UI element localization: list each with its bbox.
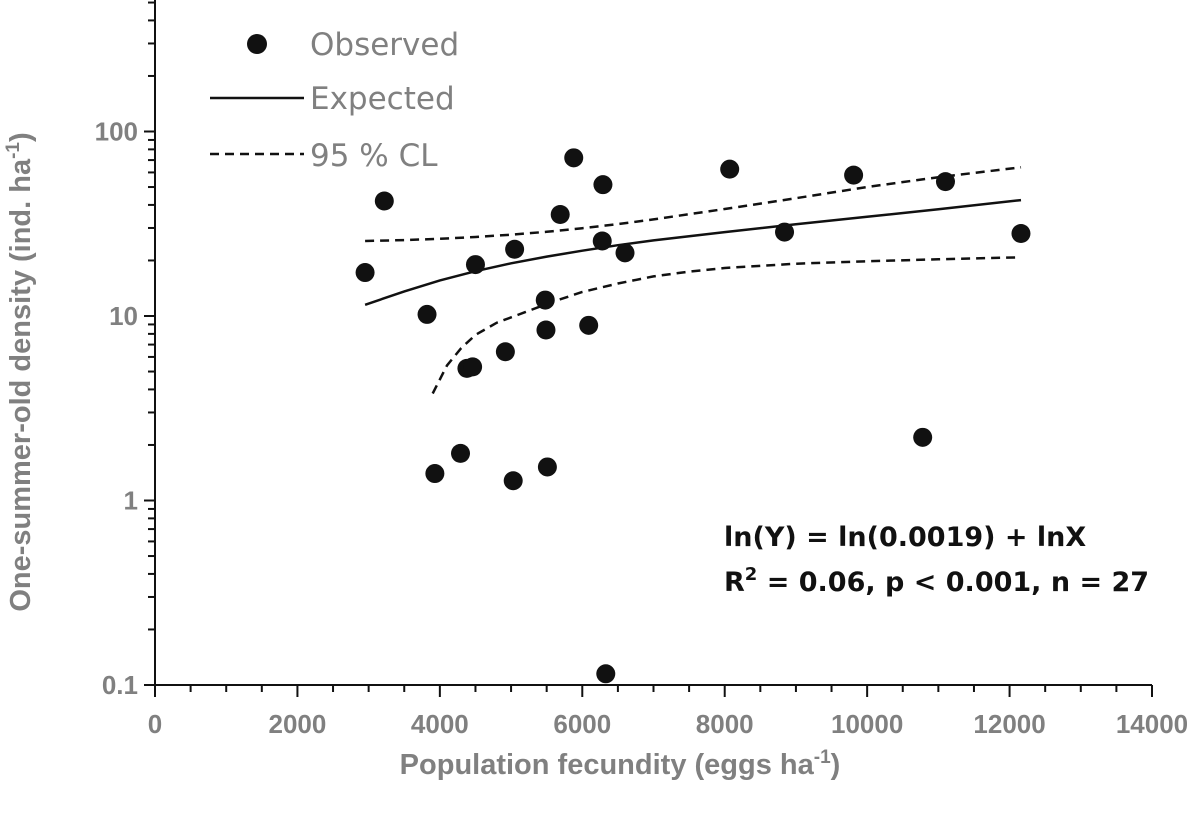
observed-point: [1011, 223, 1031, 243]
legend-cl-label: 95 % CL: [310, 138, 438, 174]
observed-point: [844, 165, 864, 185]
legend-observed-label: Observed: [310, 27, 459, 63]
observed-point: [451, 443, 471, 463]
observed-point: [775, 222, 795, 242]
observed-point: [465, 255, 485, 275]
legend-expected-label: Expected: [310, 81, 455, 117]
observed-point: [537, 457, 557, 477]
observed-point: [495, 342, 515, 362]
x-tick-label: 10000: [831, 709, 903, 739]
observed-points: [355, 148, 1031, 684]
observed-point: [615, 243, 635, 263]
y-axis-title-text: One-summer-old density (ind. ha: [5, 158, 37, 612]
legend-observed-marker: [247, 34, 267, 54]
observed-point: [425, 464, 445, 484]
observed-point: [550, 204, 570, 224]
observed-point: [535, 290, 555, 310]
observed-point: [720, 159, 740, 179]
legend: Observed Expected 95 % CL: [210, 27, 459, 174]
x-tick-label: 14000: [1116, 709, 1188, 739]
y-tick-label: 0.1: [102, 670, 138, 700]
x-axis-title-end: ): [831, 749, 841, 781]
y-tick-label: 1: [124, 486, 138, 516]
observed-point: [593, 175, 613, 195]
observed-point: [355, 263, 375, 283]
confidence-limit-line: [431, 256, 1022, 395]
x-axis-title: Population fecundity (eggs ha-1): [400, 747, 841, 781]
observed-point: [463, 357, 483, 377]
y-tick-label: 10: [109, 301, 138, 331]
observed-point: [536, 320, 556, 340]
r-label: R: [724, 567, 745, 598]
expected-line: [364, 198, 1022, 306]
equation-annotation: ln(Y) = ln(0.0019) + lnX R2 = 0.06, p < …: [724, 522, 1149, 598]
stats-text: = 0.06, p < 0.001, n = 27: [757, 567, 1149, 598]
observed-point: [592, 231, 612, 251]
x-tick-label: 12000: [973, 709, 1045, 739]
x-tick-label: 8000: [696, 709, 754, 739]
observed-point: [503, 471, 523, 491]
x-axis-ticks: 0 2000 4000 6000 8000 10000 12000 14000: [148, 685, 1188, 739]
x-tick-label: 6000: [553, 709, 611, 739]
y-axis-ticks: 0.1 1 10 100: [95, 1, 155, 700]
x-tick-label: 4000: [411, 709, 469, 739]
observed-point: [417, 304, 437, 324]
observed-point: [564, 148, 584, 168]
observed-point: [505, 239, 525, 259]
observed-point: [913, 427, 933, 447]
y-axis-title-end: ): [5, 132, 37, 142]
observed-point: [374, 191, 394, 211]
observed-point: [579, 315, 599, 335]
y-tick-label: 100: [95, 117, 138, 147]
x-axis-title-sup: -1: [814, 747, 831, 768]
x-tick-label: 0: [148, 709, 162, 739]
r-superscript: 2: [745, 564, 758, 585]
observed-point: [596, 664, 616, 684]
observed-point: [935, 172, 955, 192]
y-axis-title-sup: -1: [3, 142, 24, 159]
plot-area: 0.1 1 10 100 0 2000 4000 6000 8000 10000 12000 140…: [95, 0, 1188, 739]
equation-line-2: R2 = 0.06, p < 0.001, n = 27: [724, 564, 1149, 598]
confidence-limit-line: [365, 166, 1022, 243]
x-axis-title-text: Population fecundity (eggs ha: [400, 749, 815, 781]
x-tick-label: 2000: [269, 709, 327, 739]
y-axis-title: One-summer-old density (ind. ha-1): [3, 132, 37, 611]
equation-line-1: ln(Y) = ln(0.0019) + lnX: [724, 522, 1086, 553]
